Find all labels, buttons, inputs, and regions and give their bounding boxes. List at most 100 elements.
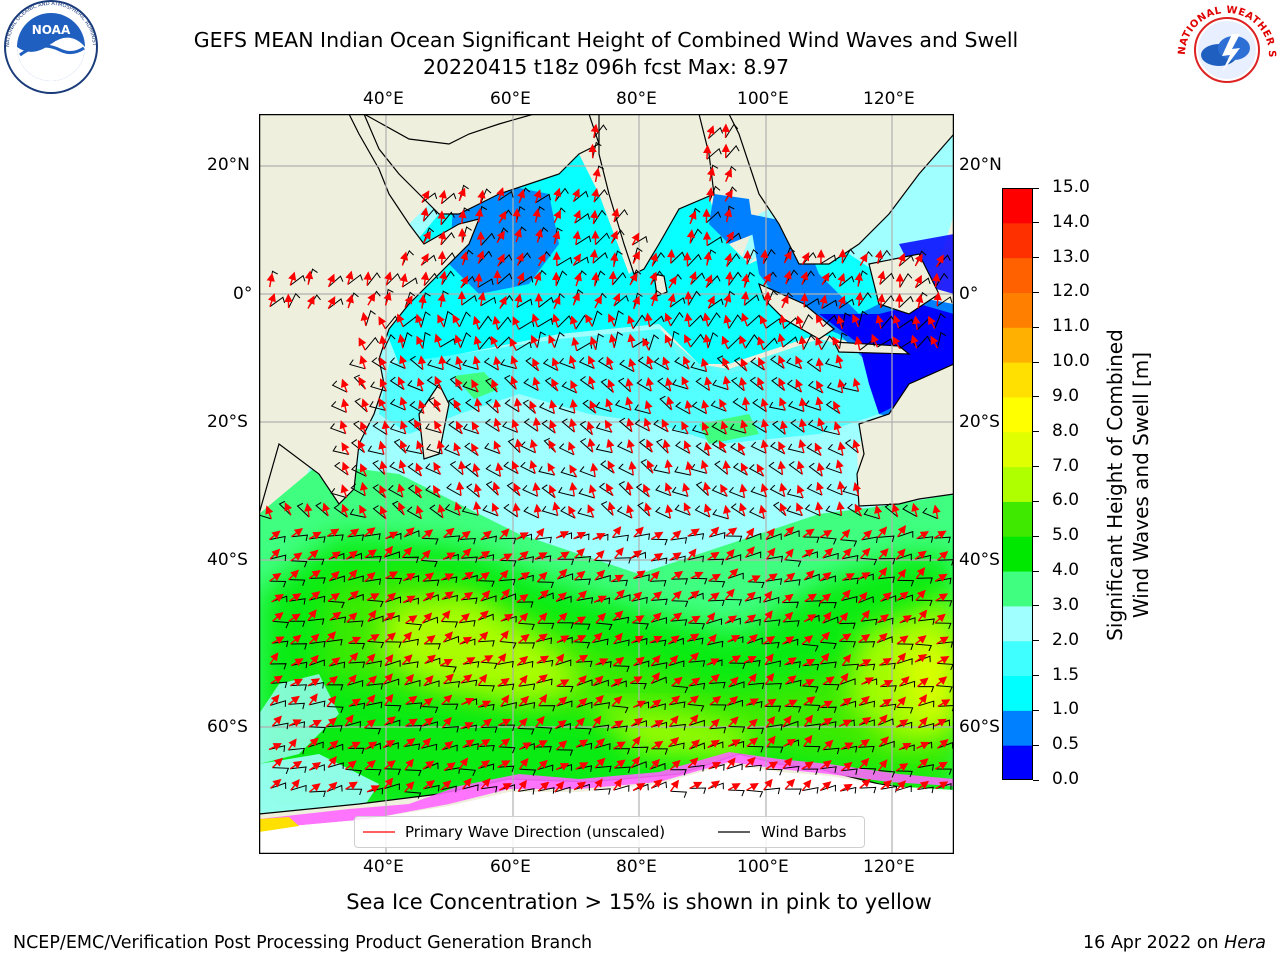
wind-barb [613, 639, 630, 646]
wind-barb [725, 554, 742, 561]
wind-legend-label: Wind Barbs [761, 823, 847, 841]
wind-barb [637, 356, 653, 370]
wave-direction-arrow [762, 590, 773, 603]
colorbar-tick-label: 0.0 [1052, 769, 1080, 789]
wave-direction-arrow [473, 483, 482, 498]
colorbar-swatch [1002, 292, 1033, 328]
wind-barb [347, 575, 364, 583]
wave-direction-arrow [777, 355, 786, 369]
wind-barb [820, 536, 837, 545]
wave-direction-arrow [842, 573, 855, 581]
wave-direction-arrow [397, 333, 406, 349]
wave-direction-arrow [495, 462, 504, 477]
wave-direction-arrow [572, 292, 580, 306]
wave-direction-arrow [514, 293, 523, 308]
wave-direction-arrow [443, 527, 455, 538]
wave-direction-arrow [288, 271, 297, 286]
wave-direction-arrow [383, 612, 396, 622]
wave-direction-arrow [629, 272, 638, 286]
wave-direction-arrow [496, 187, 505, 201]
wave-direction-arrow [779, 420, 789, 435]
wave-direction-arrow [874, 504, 883, 519]
wind-barb [461, 226, 472, 243]
wind-barb [483, 357, 499, 371]
wave-direction-arrow [269, 548, 281, 560]
wave-direction-arrow [661, 418, 670, 433]
wave-direction-arrow [473, 335, 482, 350]
wave-direction-arrow [803, 570, 815, 581]
wind-barb [786, 357, 802, 370]
wave-direction-arrow [589, 249, 599, 264]
wave-direction-arrow [364, 549, 377, 559]
wind-barb [326, 706, 344, 713]
wave-direction-arrow [645, 377, 654, 392]
wave-direction-arrow [707, 592, 720, 602]
wind-barb [389, 357, 406, 369]
wave-direction-arrow [877, 270, 886, 285]
wind-barb [409, 355, 424, 370]
wind-barb [750, 486, 767, 498]
wave-direction-arrow [529, 400, 537, 414]
wave-direction-arrow [816, 380, 824, 394]
wind-barb [782, 620, 800, 627]
wave-direction-arrow [532, 208, 541, 223]
wind-barb [440, 232, 455, 246]
wind-barb [462, 784, 479, 791]
wave-direction-arrow [880, 592, 892, 602]
wave-direction-arrow [604, 419, 613, 433]
colorbar-tick-mark [1033, 500, 1039, 502]
wind-barb [877, 338, 893, 348]
wave-direction-arrow [548, 484, 557, 499]
wave-direction-arrow [857, 572, 871, 580]
wave-direction-arrow [935, 254, 944, 268]
wind-barb [743, 271, 755, 288]
wind-barb [560, 467, 577, 478]
wave-direction-arrow [307, 549, 319, 560]
wind-barb [485, 399, 499, 414]
wave-direction-arrow [757, 376, 765, 391]
wind-barb [370, 381, 387, 392]
wave-direction-arrow [359, 355, 368, 370]
wave-direction-arrow [814, 501, 824, 516]
wave-direction-arrow [936, 550, 949, 561]
wave-direction-arrow [779, 397, 787, 411]
wind-barb [618, 463, 634, 476]
wind-barb [350, 483, 366, 497]
wind-barb [839, 332, 848, 349]
wind-barb [544, 377, 559, 392]
wind-barb [841, 248, 855, 264]
wave-direction-arrow [744, 591, 756, 602]
wind-barb [707, 312, 721, 327]
wind-barb [384, 768, 402, 776]
wave-direction-arrow [401, 546, 413, 558]
wave-direction-arrow [804, 593, 817, 602]
wave-direction-arrow [453, 442, 462, 456]
wind-barb [688, 660, 706, 667]
wave-direction-arrow [434, 333, 443, 348]
wave-direction-arrow [796, 460, 805, 475]
lat-label-left-0: 0° [233, 284, 253, 304]
wind-barb [558, 403, 575, 414]
wind-barb [503, 461, 519, 475]
wind-barb [766, 555, 784, 563]
wind-barb [801, 643, 819, 652]
wave-direction-arrow [702, 312, 711, 327]
wave-direction-arrow [668, 275, 677, 289]
wave-direction-arrow [833, 421, 842, 435]
wave-direction-arrow [360, 311, 369, 327]
wind-barb [427, 359, 444, 370]
wave-direction-arrow [460, 548, 472, 559]
wave-direction-arrow [611, 526, 622, 538]
wind-barb [632, 235, 648, 246]
wind-barb [640, 458, 654, 474]
map-legend: Primary Wave Direction (unscaled) Wind B… [354, 816, 865, 848]
colorbar-tick-mark [1033, 291, 1039, 293]
wave-direction-arrow [662, 439, 671, 454]
wave-direction-arrow [722, 356, 730, 371]
wave-direction-arrow [892, 314, 901, 329]
colorbar-swatch [1002, 571, 1033, 607]
wind-barb [765, 533, 782, 540]
wind-barb [861, 536, 878, 544]
wind-barb [803, 704, 821, 712]
wave-direction-arrow [398, 459, 407, 474]
